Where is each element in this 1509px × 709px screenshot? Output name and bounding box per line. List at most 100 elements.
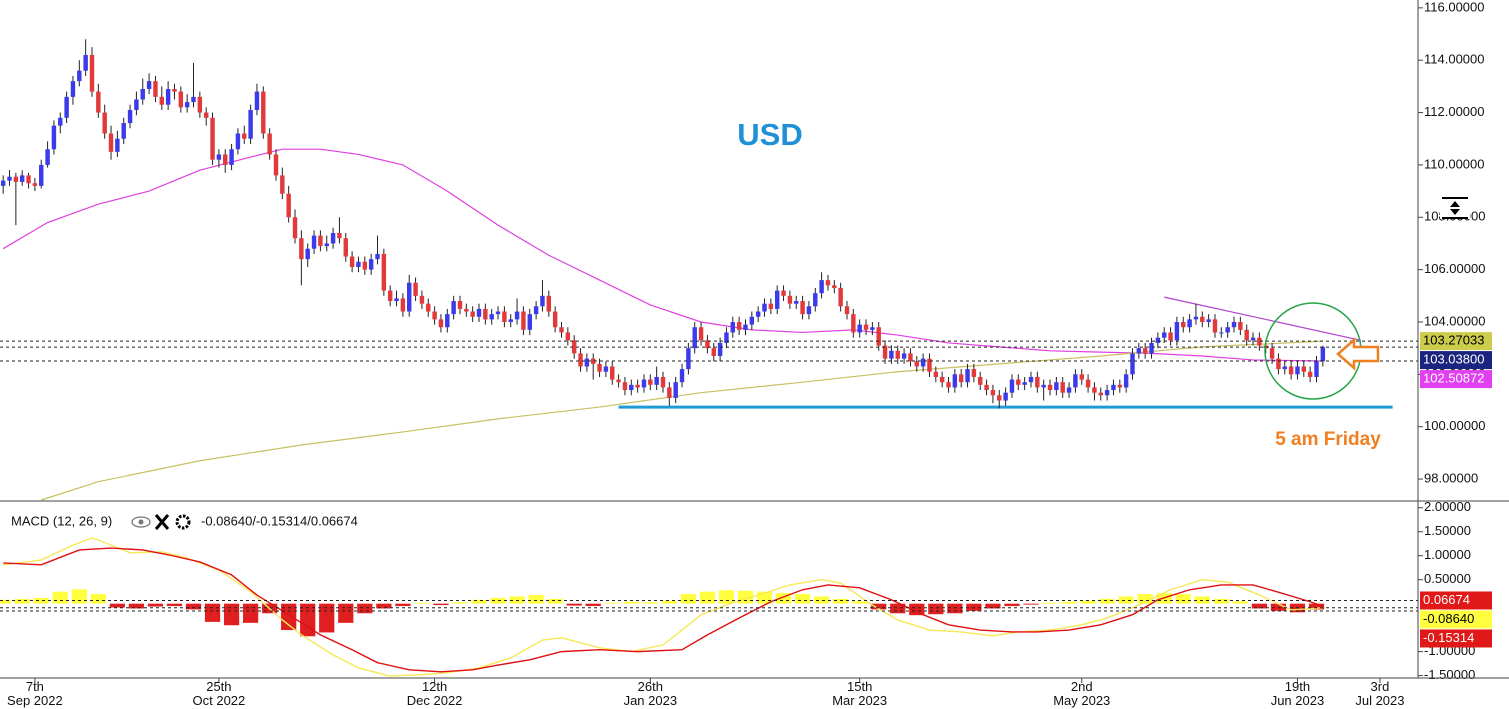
histogram-bar: [242, 603, 259, 623]
candle-body: [77, 70, 82, 82]
candle-body: [229, 149, 234, 165]
histogram-bar: [471, 599, 487, 604]
histogram-bar: [414, 602, 430, 604]
candle-body: [273, 154, 279, 176]
histogram-bar: [1251, 603, 1268, 609]
x-tick-label: 12th Dec 2022: [407, 679, 463, 708]
candle-body: [597, 363, 602, 372]
candle-body: [7, 176, 12, 181]
candle-body: [159, 96, 165, 105]
candle-body: [654, 376, 659, 385]
histogram-bar: [585, 603, 601, 607]
candle-body: [1307, 371, 1313, 377]
candle-body: [844, 306, 850, 315]
candle-body: [483, 308, 488, 320]
candle-body: [933, 371, 939, 377]
y-tick-label: 116.00000: [1424, 0, 1485, 14]
frame: [0, 0, 1509, 679]
candle-body: [172, 89, 177, 92]
histogram-bar: [1099, 598, 1115, 604]
candle-body: [146, 81, 152, 90]
candle-body: [813, 293, 818, 307]
candle-body: [1149, 342, 1154, 354]
candle-body: [794, 301, 799, 304]
histogram-bar: [1004, 603, 1020, 607]
histogram-bar: [1213, 598, 1229, 604]
candle-body: [546, 295, 552, 312]
histogram-bar: [395, 603, 411, 607]
scale-icon[interactable]: [1440, 197, 1470, 219]
arrow: [1336, 337, 1380, 371]
histogram-bar: [871, 603, 887, 610]
eye-icon[interactable]: [131, 516, 151, 528]
price-label: 102.50872: [1423, 371, 1484, 386]
candle-body: [698, 327, 704, 341]
histogram-bar: [623, 601, 639, 604]
candle-body: [1155, 337, 1161, 343]
candle-body: [819, 280, 824, 294]
candle-body: [1111, 384, 1116, 391]
candle-body: [749, 316, 755, 325]
candle-body: [584, 358, 590, 367]
candle-body: [1098, 392, 1103, 396]
histogram-bar: [699, 591, 716, 604]
histogram-bar: [852, 601, 868, 604]
histogram-bar: [185, 603, 202, 610]
candle-body: [1250, 337, 1256, 341]
remove-icon[interactable]: [154, 514, 170, 530]
candle-body: [914, 361, 920, 367]
candle-body: [1193, 316, 1199, 320]
candle-body: [178, 91, 184, 108]
candle-body: [540, 295, 545, 307]
candle-body: [1003, 392, 1008, 401]
histogram-bar: [223, 603, 240, 626]
candle-body: [851, 314, 856, 333]
candle-body: [787, 295, 793, 304]
price-label-box: [1420, 332, 1492, 351]
histogram-bar: [642, 602, 658, 604]
candle-body: [762, 303, 767, 312]
price-label-box: [1420, 370, 1492, 389]
price-label: -0.15314: [1423, 630, 1474, 645]
histogram-bar: [928, 603, 944, 615]
labels: USD 5 am Friday MACD (12, 26, 9) -0.0864…: [11, 117, 1381, 528]
price-label-box: [1420, 629, 1492, 648]
candle-body: [311, 235, 317, 249]
candle-body: [26, 175, 31, 184]
price-label: -0.08640: [1423, 611, 1474, 626]
candle-body: [413, 282, 418, 296]
candle-body: [476, 308, 482, 317]
y-tick-label: 1.00000: [1424, 547, 1471, 562]
candle-body: [1314, 361, 1319, 377]
candle-body: [362, 261, 368, 270]
candle-body: [45, 149, 50, 165]
candle-body: [1244, 329, 1249, 341]
candle-body: [965, 369, 970, 383]
y-tick-label: 106.00000: [1424, 261, 1485, 276]
histogram-bar: [300, 603, 316, 637]
candle-body: [153, 81, 158, 97]
candle-body: [1301, 366, 1307, 372]
y-tick-label: 2.00000: [1424, 499, 1471, 514]
candle-body: [432, 311, 437, 320]
histogram-bar: [1137, 594, 1153, 604]
candle-body: [876, 327, 881, 346]
candle-body: [254, 91, 260, 110]
histogram-bar: [357, 603, 373, 614]
candle-body: [705, 340, 710, 349]
candle-body: [641, 379, 647, 388]
macd-line: [3, 547, 1324, 673]
candle-body: [1282, 366, 1287, 370]
settings-icon[interactable]: [175, 514, 191, 530]
candle-body: [768, 303, 774, 309]
candle-body: [946, 382, 951, 388]
candle-body: [394, 298, 399, 302]
candle-body: [121, 123, 126, 139]
y-tick-label: 114.00000: [1424, 52, 1485, 67]
candle-body: [552, 311, 558, 328]
candle-body: [895, 350, 900, 359]
candle-body: [1219, 332, 1224, 334]
annotation: 5 am Friday: [1275, 429, 1381, 450]
